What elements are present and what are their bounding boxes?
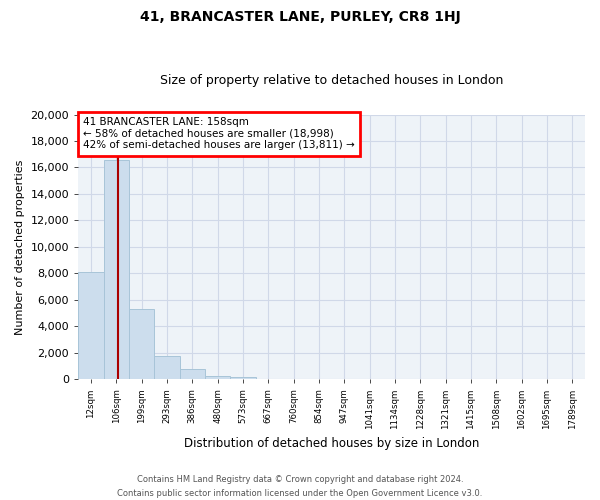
Bar [179, 370, 205, 380]
Text: 41, BRANCASTER LANE, PURLEY, CR8 1HJ: 41, BRANCASTER LANE, PURLEY, CR8 1HJ [140, 10, 460, 24]
Bar [104, 160, 129, 380]
Bar [78, 272, 104, 380]
Bar [154, 356, 179, 380]
X-axis label: Distribution of detached houses by size in London: Distribution of detached houses by size … [184, 437, 479, 450]
Title: Size of property relative to detached houses in London: Size of property relative to detached ho… [160, 74, 503, 87]
Text: 41 BRANCASTER LANE: 158sqm
← 58% of detached houses are smaller (18,998)
42% of : 41 BRANCASTER LANE: 158sqm ← 58% of deta… [83, 117, 355, 150]
Bar [205, 376, 230, 380]
Y-axis label: Number of detached properties: Number of detached properties [15, 159, 25, 334]
Bar [129, 309, 154, 380]
Text: Contains HM Land Registry data © Crown copyright and database right 2024.
Contai: Contains HM Land Registry data © Crown c… [118, 476, 482, 498]
Bar [230, 376, 256, 380]
